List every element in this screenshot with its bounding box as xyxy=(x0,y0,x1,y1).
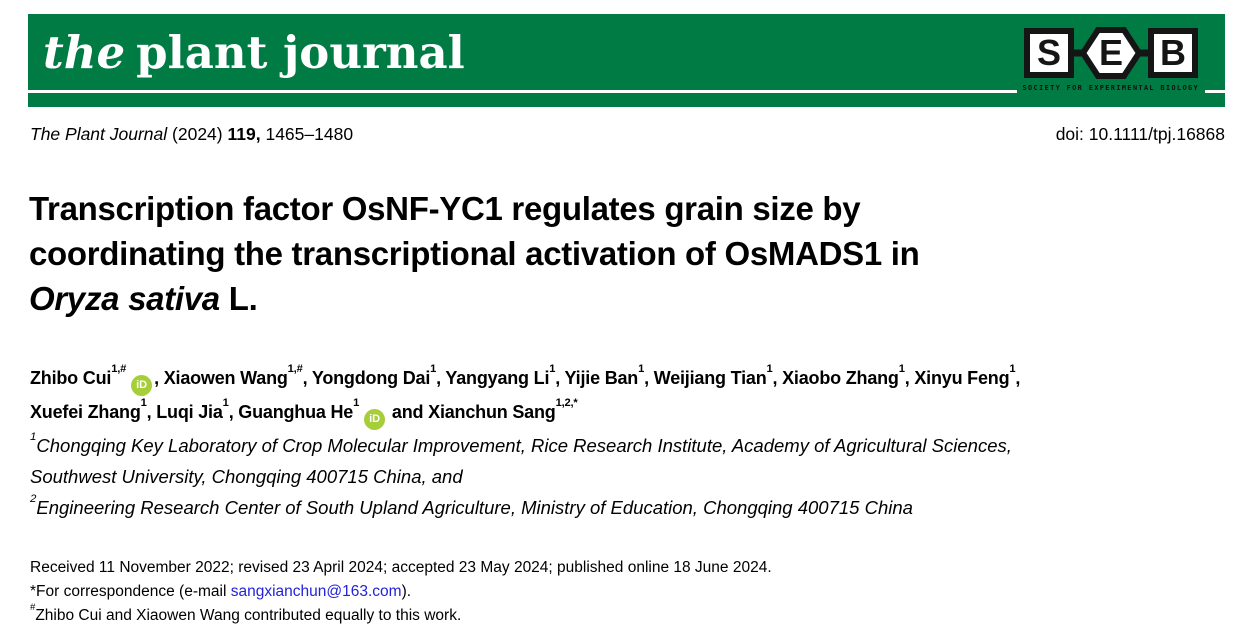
seb-letter-e: E xyxy=(1099,32,1123,73)
author-superscript: 1 xyxy=(222,396,229,409)
affiliations: 1Chongqing Key Laboratory of Crop Molecu… xyxy=(30,430,1012,523)
seb-logo-mark: S E B xyxy=(1023,27,1198,79)
title-line-2: coordinating the transcriptional activat… xyxy=(29,235,920,272)
author-superscript: 1,2,* xyxy=(555,396,578,409)
citation: The Plant Journal (2024) 119, 1465–1480 xyxy=(30,124,353,144)
title-species-name: Oryza sativa xyxy=(29,280,220,317)
author: Xiaowen Wang1,#, xyxy=(163,362,312,388)
contribution-superscript: # xyxy=(30,601,36,613)
author-list: Zhibo Cui1,#iD, Xiaowen Wang1,#, Yongdon… xyxy=(30,362,1020,430)
banner-divider-line xyxy=(28,90,1225,93)
citation-volume: 119, xyxy=(227,124,261,144)
citation-pages: 1465–1480 xyxy=(260,124,354,144)
author: Xinyu Feng1, xyxy=(914,362,1021,388)
author-superscript: 1,# xyxy=(287,362,303,375)
author: Luqi Jia1, xyxy=(156,396,239,422)
affiliation-superscript: 2 xyxy=(30,492,37,505)
citation-year: (2024) xyxy=(167,124,228,144)
author-superscript: 1 xyxy=(898,362,905,375)
journal-logo-rest: plant journal xyxy=(136,26,465,79)
author-superscript: 1 xyxy=(1009,362,1016,375)
author: Yongdong Dai1, xyxy=(311,362,446,388)
title-line-1: Transcription factor OsNF-YC1 regulates … xyxy=(29,190,861,227)
title-line-3-rest: L. xyxy=(219,280,258,317)
orcid-id-glyph: iD xyxy=(369,413,381,425)
author: Xianchun Sang1,2,* xyxy=(428,396,578,422)
orcid-icon[interactable]: iD xyxy=(131,375,153,396)
citation-journal-name: The Plant Journal xyxy=(30,124,168,144)
author-superscript: 1 xyxy=(638,362,645,375)
author-superscript: 1 xyxy=(549,362,556,375)
orcid-icon[interactable]: iD xyxy=(364,409,386,430)
article-history: Received 11 November 2022; revised 23 Ap… xyxy=(30,559,772,576)
seb-tagline: SOCIETY FOR EXPERIMENTAL BIOLOGY xyxy=(1016,83,1205,93)
affiliation-2: 2Engineering Research Center of South Up… xyxy=(30,492,913,518)
author-superscript: 1 xyxy=(353,396,360,409)
article-title: Transcription factor OsNF-YC1 regulates … xyxy=(29,186,920,321)
author-superscript: 1 xyxy=(140,396,147,409)
journal-banner: the plant journal S E B SOCIETY FOR EXPER… xyxy=(28,14,1225,107)
seb-logo: S E B SOCIETY FOR EXPERIMENTAL BIOLOGY xyxy=(1016,27,1205,93)
affiliation-1: 1Chongqing Key Laboratory of Crop Molecu… xyxy=(30,430,1012,487)
author-line-2: Xuefei Zhang1, Luqi Jia1, Guanghua He1iD… xyxy=(30,396,1020,430)
author: Zhibo Cui1,#iD, xyxy=(30,363,164,396)
title-line-3: Oryza sativa L. xyxy=(29,276,920,321)
author: Xuefei Zhang1, xyxy=(30,396,157,422)
affiliation-superscript: 1 xyxy=(30,430,37,443)
author-superscript: 1,# xyxy=(111,362,127,375)
seb-letter-s: S xyxy=(1037,32,1061,73)
seb-letter-b: B xyxy=(1160,32,1186,73)
doi: doi: 10.1111/tpj.16868 xyxy=(1055,124,1225,144)
citation-row: The Plant Journal (2024) 119, 1465–1480 … xyxy=(30,124,1225,144)
author-superscript: 1 xyxy=(430,362,437,375)
author-superscript: 1 xyxy=(766,362,773,375)
author: Guanghua He1iD and xyxy=(238,397,428,430)
journal-logo-the: the xyxy=(43,26,126,79)
article-footnotes: Received 11 November 2022; revised 23 Ap… xyxy=(30,556,772,628)
journal-logo: the plant journal xyxy=(43,30,465,75)
equal-contribution-note: #Zhibo Cui and Xiaowen Wang contributed … xyxy=(30,601,462,624)
orcid-id-glyph: iD xyxy=(136,379,148,391)
author-line-1: Zhibo Cui1,#iD, Xiaowen Wang1,#, Yongdon… xyxy=(30,362,1020,396)
author: Yijie Ban1, xyxy=(564,362,654,388)
correspondence-email-link[interactable]: sangxianchun@163.com xyxy=(230,583,402,600)
correspondence-note: *For correspondence (e-mail sangxianchun… xyxy=(30,583,412,600)
author: Weijiang Tian1, xyxy=(653,362,783,388)
author: Xiaobo Zhang1, xyxy=(782,362,915,388)
author: Yangyang Li1, xyxy=(445,362,565,388)
